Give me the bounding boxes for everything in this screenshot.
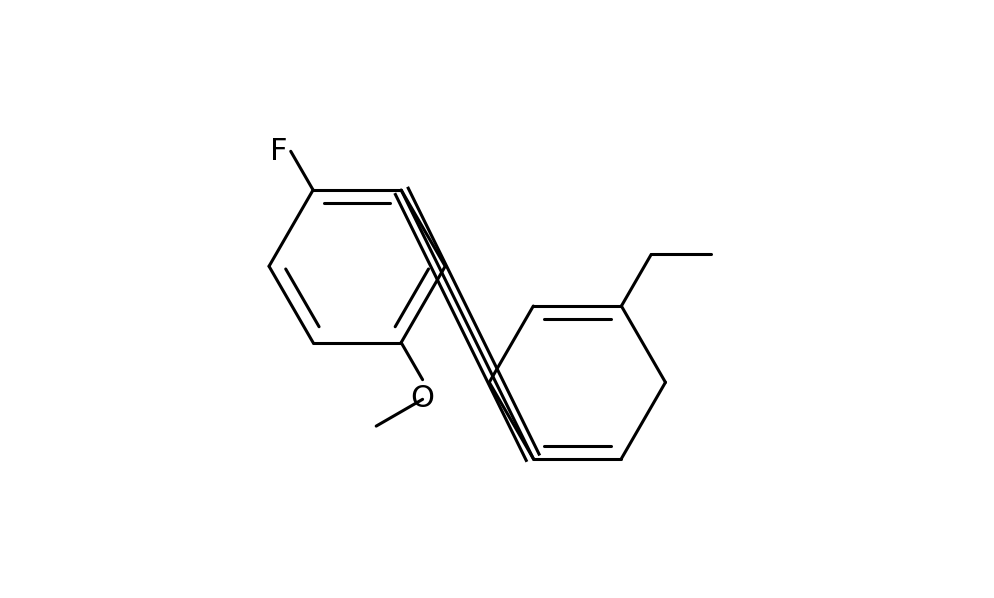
Text: F: F [270,137,288,166]
Text: O: O [411,385,434,413]
